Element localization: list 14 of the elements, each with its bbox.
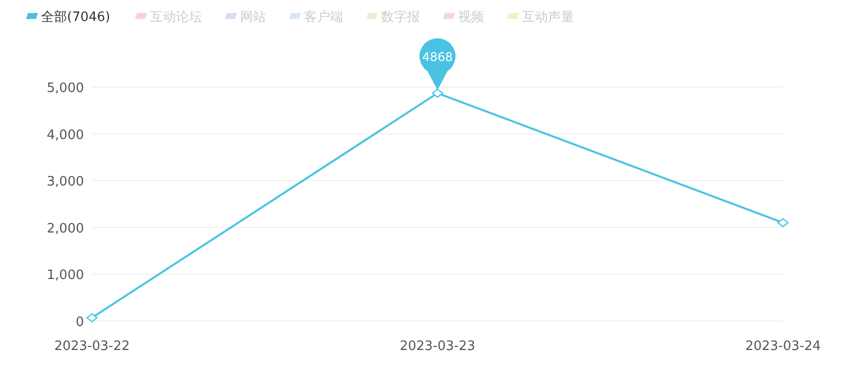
y-tick-label: 5,000 [46,81,84,96]
y-tick-label: 3,000 [46,174,84,190]
legend-label: 全部(7046) [41,10,110,25]
y-tick-label: 1,000 [46,268,84,284]
annotation: 4868 [422,50,453,64]
x-tick-label: 2023-03-22 [54,339,130,354]
x-tick-label: 2023-03-24 [745,339,821,354]
point [432,88,444,98]
point [777,218,789,228]
y-tick-label: 4,000 [46,128,84,143]
x-tick-label: 2023-03-23 [400,339,476,354]
point [86,313,98,322]
y-tick-label: 0 [76,315,84,330]
y-tick-label: 2,000 [46,221,84,236]
